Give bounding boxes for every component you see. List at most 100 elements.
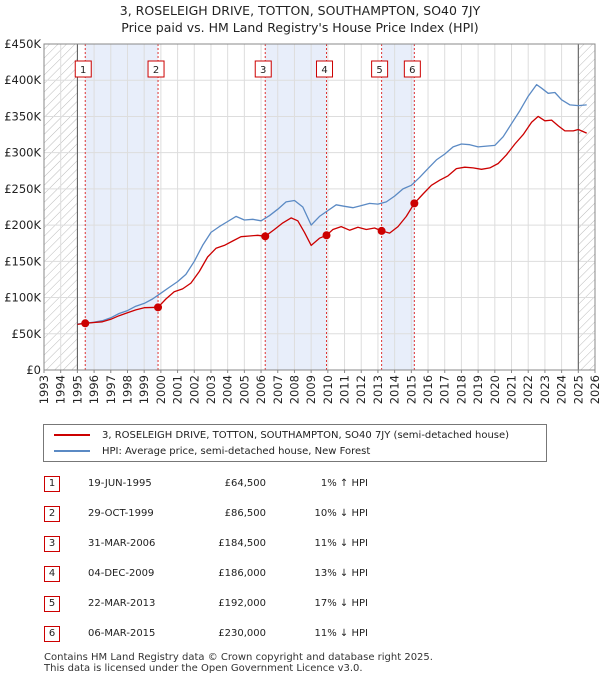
sale-price: £186,000 (218, 568, 266, 579)
hatched-region-after (578, 44, 595, 370)
sale-number-badge: 3 (44, 536, 60, 552)
y-tick-label: £350K (4, 109, 41, 123)
legend-label-property: 3, ROSELEIGH DRIVE, TOTTON, SOUTHAMPTON,… (102, 430, 510, 441)
chart-title-line2: Price paid vs. HM Land Registry's House … (121, 20, 479, 35)
sale-marker-label: 4 (321, 65, 327, 76)
y-tick-label: £50K (12, 327, 42, 341)
table-row: 1 19-JUN-1995 £64,500 1% ↑ HPI (44, 475, 564, 493)
x-tick-label: 2023 (538, 375, 552, 404)
footer-copyright: Contains HM Land Registry data © Crown c… (44, 652, 433, 663)
sale-number-badge: 4 (44, 566, 60, 582)
sale-marker-box (74, 60, 92, 78)
table-row: 6 06-MAR-2015 £230,000 11% ↓ HPI (44, 625, 564, 643)
x-tick-label: 2019 (471, 375, 485, 404)
x-tick-label: 2026 (588, 375, 600, 404)
x-tick-label: 2004 (221, 375, 235, 404)
table-row: 2 29-OCT-1999 £86,500 10% ↓ HPI (44, 505, 564, 523)
sale-price: £86,500 (224, 508, 266, 519)
sale-marker-label: 3 (260, 65, 266, 76)
footer-licence: This data is licensed under the Open Gov… (44, 663, 363, 674)
sale-date: 06-MAR-2015 (88, 628, 156, 639)
sale-marker-label: 5 (376, 65, 382, 76)
sale-point (81, 319, 90, 328)
sale-number-badge: 5 (44, 596, 60, 612)
chart-title: 3, ROSELEIGH DRIVE, TOTTON, SOUTHAMPTON,… (0, 2, 600, 36)
x-tick-label: 2012 (354, 375, 368, 404)
sale-date: 31-MAR-2006 (88, 538, 156, 549)
sale-date: 04-DEC-2009 (88, 568, 155, 579)
x-tick-label: 2016 (421, 375, 435, 404)
sale-price: £184,500 (218, 538, 266, 549)
x-tick-label: 2010 (321, 375, 335, 404)
x-tick-label: 1993 (37, 375, 51, 404)
sale-hpi-diff: 11% ↓ HPI (314, 538, 368, 549)
table-row: 4 04-DEC-2009 £186,000 13% ↓ HPI (44, 565, 564, 583)
sale-hpi-diff: 10% ↓ HPI (314, 508, 368, 519)
sale-hpi-diff: 17% ↓ HPI (314, 598, 368, 609)
table-row: 3 31-MAR-2006 £184,500 11% ↓ HPI (44, 535, 564, 553)
y-tick-label: £150K (4, 254, 41, 268)
sale-point (410, 199, 419, 208)
sale-marker-box (371, 60, 389, 78)
sale-date: 29-OCT-1999 (88, 508, 154, 519)
x-tick-label: 2025 (571, 375, 585, 404)
x-tick-label: 2013 (371, 375, 385, 404)
property-series-line (77, 115, 587, 326)
y-tick-label: £250K (4, 182, 41, 196)
sale-marker-box (316, 60, 334, 78)
shaded-period (381, 44, 415, 370)
plot-frame (43, 43, 596, 371)
x-tick-label: 1994 (54, 375, 68, 404)
legend: 3, ROSELEIGH DRIVE, TOTTON, SOUTHAMPTON,… (43, 424, 547, 462)
sale-point (261, 232, 270, 241)
x-tick-label: 2008 (287, 375, 301, 404)
x-tick-label: 2014 (388, 375, 402, 404)
x-tick-label: 2009 (304, 375, 318, 404)
x-tick-label: 2018 (454, 375, 468, 404)
x-tick-label: 2005 (237, 375, 251, 404)
y-tick-label: £0 (26, 363, 41, 377)
x-tick-label: 2003 (204, 375, 218, 404)
sale-hpi-diff: 13% ↓ HPI (314, 568, 368, 579)
legend-item-property: 3, ROSELEIGH DRIVE, TOTTON, SOUTHAMPTON,… (54, 429, 509, 443)
sale-date: 19-JUN-1995 (88, 478, 152, 489)
y-tick-label: £450K (4, 37, 41, 51)
y-tick-label: £400K (4, 73, 41, 87)
x-tick-label: 1999 (137, 375, 151, 404)
x-tick-label: 2024 (555, 375, 569, 404)
footer: Contains HM Land Registry data © Crown c… (44, 652, 433, 674)
sale-point (154, 303, 163, 312)
shaded-period (265, 44, 327, 370)
x-tick-label: 1997 (104, 375, 118, 404)
x-tick-label: 2007 (271, 375, 285, 404)
sale-point (322, 231, 331, 240)
sale-marker-box (403, 60, 421, 78)
sale-number-badge: 2 (44, 506, 60, 522)
y-tick-label: £100K (4, 291, 41, 305)
sale-marker-box (254, 60, 272, 78)
sale-price: £192,000 (218, 598, 266, 609)
x-tick-label: 2002 (187, 375, 201, 404)
sale-marker-box (147, 60, 165, 78)
x-tick-label: 2011 (338, 375, 352, 404)
x-tick-label: 2000 (154, 375, 168, 404)
price-chart: 1 2 3 4 5 6 £0 £50K £100K £150K £200K £250K £300K £3… (4, 37, 600, 404)
x-tick-label: 2021 (505, 375, 519, 404)
sale-marker-label: 6 (409, 65, 415, 76)
x-tick-label: 2015 (404, 375, 418, 404)
sale-hpi-diff: 11% ↓ HPI (314, 628, 368, 639)
x-tick-label: 2001 (171, 375, 185, 404)
y-tick-label: £300K (4, 146, 41, 160)
x-tick-label: 1996 (87, 375, 101, 404)
sale-date: 22-MAR-2013 (88, 598, 156, 609)
x-tick-label: 2017 (438, 375, 452, 404)
legend-item-hpi: HPI: Average price, semi-detached house,… (54, 445, 370, 459)
x-tick-label: 1995 (70, 375, 84, 404)
chart-title-line1: 3, ROSELEIGH DRIVE, TOTTON, SOUTHAMPTON,… (119, 3, 481, 18)
legend-swatch-hpi (54, 450, 90, 452)
sale-price: £64,500 (224, 478, 266, 489)
x-tick-label: 2020 (488, 375, 502, 404)
legend-swatch-property (54, 434, 90, 436)
sale-price: £230,000 (218, 628, 266, 639)
legend-label-hpi: HPI: Average price, semi-detached house,… (102, 446, 371, 457)
